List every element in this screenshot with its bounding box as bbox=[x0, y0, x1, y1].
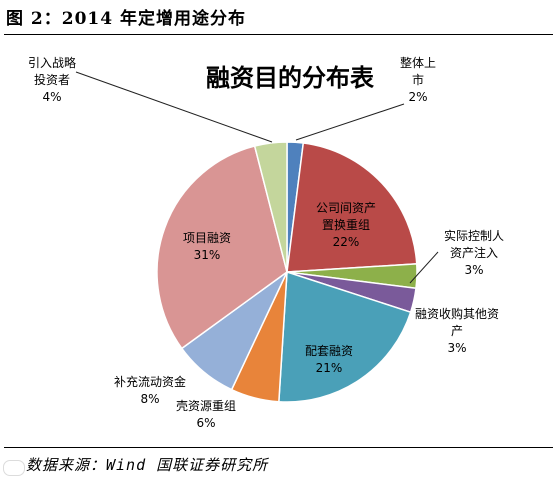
leader-line bbox=[295, 103, 405, 141]
slice-percent: 31% bbox=[194, 248, 221, 262]
figure-source: 数据来源：Wind 国联证券研究所 bbox=[26, 456, 269, 474]
leader-lines bbox=[75, 71, 439, 284]
slice-percent: 22% bbox=[333, 235, 360, 249]
leader-line bbox=[75, 71, 273, 143]
slice-label: 配套融资 21% bbox=[305, 344, 353, 375]
slice-label: 引入战略投资者 4% bbox=[28, 55, 76, 104]
slice-name: 公司间资产 bbox=[316, 201, 376, 215]
slice-name: 融资收购其他资 bbox=[415, 306, 499, 321]
bottom-rule bbox=[4, 447, 553, 448]
watermark-logo bbox=[3, 460, 25, 476]
pie-slice bbox=[286, 142, 418, 273]
slice-name: 整体上 bbox=[400, 55, 436, 70]
pie-slices bbox=[156, 141, 418, 403]
pie-slice bbox=[278, 270, 412, 403]
slice-percent: 3% bbox=[464, 263, 483, 277]
slice-percent: 2% bbox=[408, 90, 427, 104]
slice-label: 整体上市 2% bbox=[400, 55, 436, 104]
chart-title: 融资目的分布表 bbox=[206, 64, 375, 92]
slice-percent: 21% bbox=[316, 361, 343, 375]
slice-label: 实际控制人资产注入 3% bbox=[444, 228, 504, 277]
slice-name: 引入战略 bbox=[28, 55, 76, 70]
slice-name: 配套融资 bbox=[305, 344, 353, 358]
slice-name: 置换重组 bbox=[322, 218, 370, 232]
slice-name: 资产注入 bbox=[450, 245, 498, 260]
slice-percent: 4% bbox=[42, 90, 61, 104]
slice-label: 公司间资产置换重组 22% bbox=[316, 201, 376, 249]
figure-title: 图 2：2014 年定增用途分布 bbox=[6, 9, 246, 29]
slice-name: 壳资源重组 bbox=[176, 399, 236, 413]
slice-label: 融资收购其他资产 3% bbox=[415, 306, 499, 355]
slice-name: 补充流动资金 bbox=[114, 374, 186, 389]
slice-percent: 8% bbox=[140, 392, 159, 406]
pie-slice bbox=[253, 141, 288, 273]
slice-name: 投资者 bbox=[34, 72, 70, 87]
slice-percent: 3% bbox=[447, 341, 466, 355]
leader-line bbox=[409, 251, 439, 284]
pie-slice bbox=[156, 145, 288, 350]
slice-label: 壳资源重组 6% bbox=[176, 399, 236, 430]
slice-label: 项目融资 31% bbox=[183, 231, 231, 262]
slice-name: 产 bbox=[451, 324, 463, 338]
slice-name: 实际控制人 bbox=[444, 228, 504, 243]
top-rule bbox=[4, 34, 553, 35]
slice-name: 市 bbox=[412, 72, 424, 87]
slice-labels: 整体上市 2% 公司间资产置换重组 22% 实际控制人资产注入 3% 融资收购其他资产 3% 配… bbox=[28, 55, 504, 430]
slice-percent: 6% bbox=[196, 416, 215, 430]
slice-name: 项目融资 bbox=[183, 231, 231, 245]
slice-label: 补充流动资金 8% bbox=[114, 374, 186, 406]
